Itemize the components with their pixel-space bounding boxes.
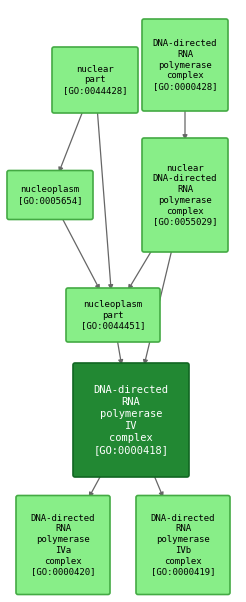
- FancyBboxPatch shape: [142, 19, 228, 111]
- FancyBboxPatch shape: [52, 47, 138, 113]
- Text: DNA-directed
RNA
polymerase
IV
complex
[GO:0000418]: DNA-directed RNA polymerase IV complex […: [93, 385, 169, 455]
- Text: DNA-directed
RNA
polymerase
complex
[GO:0000428]: DNA-directed RNA polymerase complex [GO:…: [153, 39, 217, 91]
- FancyBboxPatch shape: [142, 138, 228, 252]
- FancyBboxPatch shape: [136, 495, 230, 595]
- Text: nucleoplasm
[GO:0005654]: nucleoplasm [GO:0005654]: [18, 185, 82, 205]
- FancyBboxPatch shape: [66, 288, 160, 342]
- Text: nuclear
part
[GO:0044428]: nuclear part [GO:0044428]: [63, 65, 127, 95]
- Text: DNA-directed
RNA
polymerase
IVb
complex
[GO:0000419]: DNA-directed RNA polymerase IVb complex …: [151, 514, 215, 576]
- FancyBboxPatch shape: [7, 170, 93, 220]
- Text: DNA-directed
RNA
polymerase
IVa
complex
[GO:0000420]: DNA-directed RNA polymerase IVa complex …: [31, 514, 95, 576]
- Text: nuclear
DNA-directed
RNA
polymerase
complex
[GO:0055029]: nuclear DNA-directed RNA polymerase comp…: [153, 164, 217, 226]
- FancyBboxPatch shape: [73, 363, 189, 477]
- FancyBboxPatch shape: [16, 495, 110, 595]
- Text: nucleoplasm
part
[GO:0044451]: nucleoplasm part [GO:0044451]: [81, 300, 145, 330]
